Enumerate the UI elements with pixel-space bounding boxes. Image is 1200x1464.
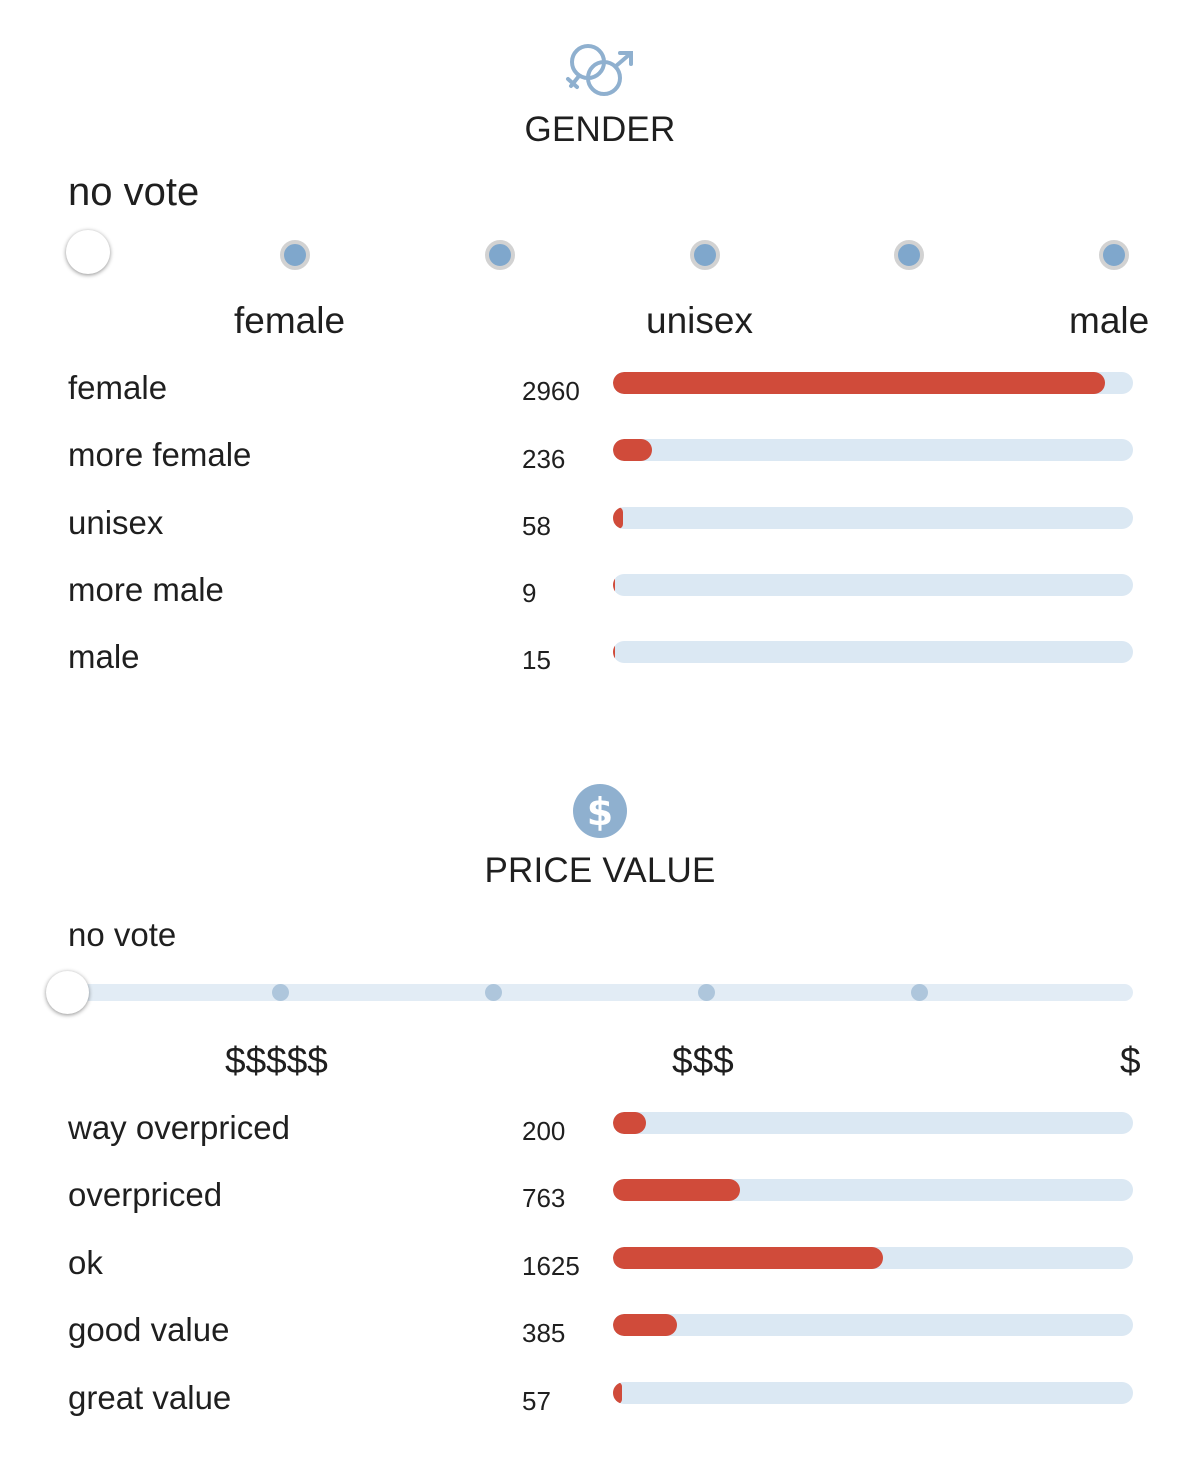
gender-result-label: female <box>68 369 168 406</box>
price-value-scale-label-expensive: $$$$$ <box>225 1040 328 1081</box>
gender-result-bar-fill <box>613 641 616 663</box>
price-value-result-bar-fill <box>613 1247 883 1269</box>
price-value-result-label: good value <box>68 1311 230 1348</box>
price-value-option-ok[interactable] <box>485 984 502 1001</box>
svg-text:$: $ <box>587 790 613 834</box>
price-value-result-count: 385 <box>522 1318 566 1348</box>
price-value-result-label: way overpriced <box>68 1109 290 1146</box>
gender-scale-label-male: male <box>1069 300 1150 341</box>
gender-scale-label-female: female <box>234 300 346 341</box>
price-value-option-overpriced[interactable] <box>272 984 289 1001</box>
price-value-slider-handle[interactable] <box>46 971 89 1014</box>
price-value-title: PRICE VALUE <box>484 851 716 890</box>
price-value-result-label: overpriced <box>68 1176 223 1213</box>
price-value-result-count: 57 <box>522 1386 551 1416</box>
gender-scale-label-unisex: unisex <box>646 300 753 341</box>
gender-result-count: 9 <box>522 578 537 608</box>
price-value-result-label: great value <box>68 1379 232 1416</box>
gender-result-bar-track <box>613 372 1133 394</box>
price-value-result-bar-track <box>613 1314 1133 1336</box>
gender-option-more-male[interactable] <box>894 240 924 270</box>
price-value-result-bar-track <box>613 1179 1133 1201</box>
gender-result-label: more male <box>68 571 224 608</box>
gender-result-bar-track <box>613 641 1133 663</box>
gender-result-label: more female <box>68 436 252 473</box>
price-value-result-bar-track <box>613 1247 1133 1269</box>
gender-option-more-female[interactable] <box>485 240 515 270</box>
price-value-result-label: ok <box>68 1244 103 1281</box>
gender-option-unisex[interactable] <box>690 240 720 270</box>
gender-option-no-vote[interactable] <box>66 230 110 274</box>
price-value-result-count: 200 <box>522 1116 566 1146</box>
price-value-result-count: 763 <box>522 1183 566 1213</box>
gender-result-bar-track <box>613 439 1133 461</box>
gender-result-bar-track <box>613 507 1133 529</box>
gender-result-bar-fill <box>613 439 653 461</box>
price-value-option-great-value[interactable] <box>911 984 928 1001</box>
gender-result-bar-fill <box>613 372 1105 394</box>
dollar-coin-icon: $ <box>573 784 627 838</box>
price-value-option-good-value[interactable] <box>698 984 715 1001</box>
price-value-result-count: 1625 <box>522 1251 580 1281</box>
price-value-result-bar-fill <box>613 1382 623 1404</box>
gender-result-bar-fill <box>613 507 623 529</box>
price-value-slider-track[interactable] <box>68 984 1133 1001</box>
gender-result-count: 2960 <box>522 376 580 406</box>
gender-result-count: 58 <box>522 511 551 541</box>
price-value-result-bar-fill <box>613 1179 740 1201</box>
gender-result-label: unisex <box>68 504 164 541</box>
price-value-result-bar-track <box>613 1382 1133 1404</box>
price-value-result-bar-track <box>613 1112 1133 1134</box>
gender-option-male[interactable] <box>1099 240 1129 270</box>
price-value-vote-status: no vote <box>68 916 177 953</box>
gender-result-count: 15 <box>522 645 551 675</box>
gender-symbols-icon <box>566 44 633 96</box>
price-value-result-bar-fill <box>613 1112 647 1134</box>
gender-result-count: 236 <box>522 444 566 474</box>
gender-title: GENDER <box>524 110 676 149</box>
gender-option-female[interactable] <box>280 240 310 270</box>
gender-result-bar-track <box>613 574 1133 596</box>
price-value-scale-label-medium: $$$ <box>672 1040 734 1081</box>
gender-vote-status: no vote <box>68 170 200 214</box>
price-value-scale-label-cheap: $ <box>1120 1040 1141 1081</box>
gender-result-bar-fill <box>613 574 616 596</box>
gender-result-label: male <box>68 638 140 675</box>
price-value-result-bar-fill <box>613 1314 677 1336</box>
